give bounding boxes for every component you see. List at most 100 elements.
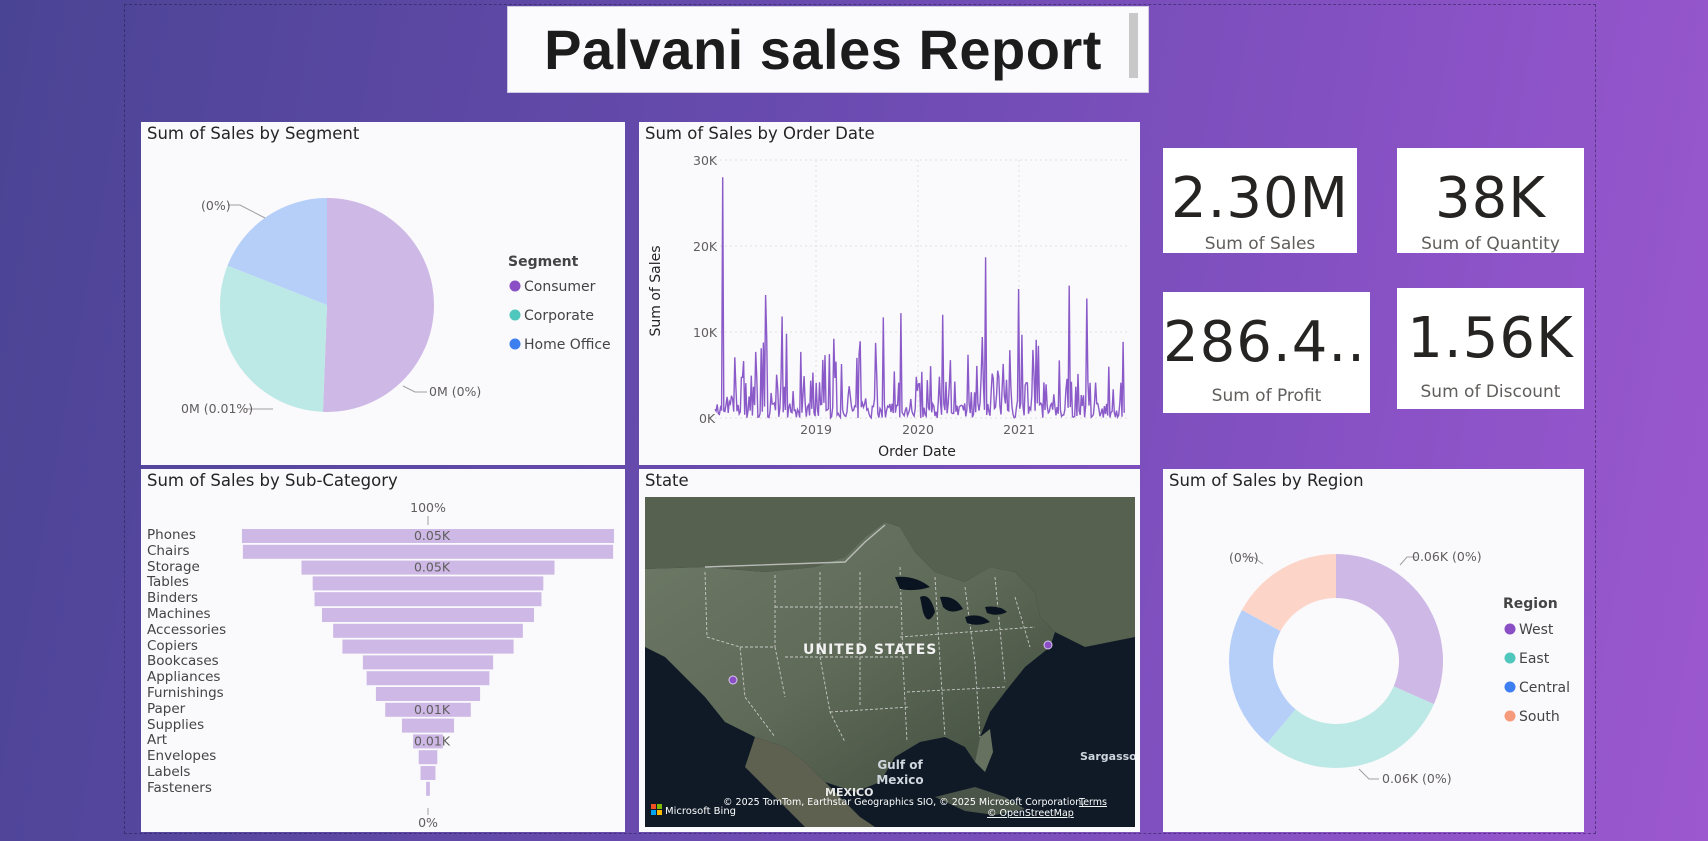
legend-label-south[interactable]: South bbox=[1519, 709, 1560, 725]
x-tick-2020: 2020 bbox=[902, 422, 934, 437]
great-lakes bbox=[895, 576, 1007, 625]
funnel-bar-label-phones: 0.05K bbox=[414, 528, 451, 543]
funnel-category-paper: Paper bbox=[147, 700, 186, 717]
segment-label-leader-2 bbox=[402, 385, 427, 393]
region-label-south: (0%) bbox=[1229, 550, 1259, 565]
sales-line-series[interactable] bbox=[714, 177, 1125, 420]
segment-pie-title: Sum of Sales by Segment bbox=[147, 124, 360, 143]
card-sum-of-quantity[interactable]: 38K Sum of Quantity bbox=[1397, 148, 1584, 253]
segment-slice-consumer[interactable] bbox=[322, 198, 434, 412]
funnel-category-accessories: Accessories bbox=[147, 621, 227, 638]
y-tick-20k: 20K bbox=[693, 239, 718, 254]
card-quantity-value: 38K bbox=[1435, 166, 1546, 231]
legend-dot-central bbox=[1504, 681, 1516, 693]
map-label-us: UNITED STATES bbox=[803, 642, 937, 658]
region-slice-east[interactable] bbox=[1267, 686, 1434, 768]
state-map-title: State bbox=[645, 471, 689, 490]
region-label-leader-1 bbox=[1399, 556, 1417, 566]
region-slice-south[interactable] bbox=[1241, 554, 1336, 631]
map-point-west[interactable] bbox=[728, 675, 738, 685]
legend-dot-south bbox=[1504, 710, 1516, 722]
map-terms-link[interactable]: Terms bbox=[1078, 797, 1107, 808]
funnel-bar-tables[interactable] bbox=[312, 576, 544, 591]
funnel-bar-labels[interactable] bbox=[420, 766, 436, 780]
legend-label-corporate[interactable]: Corporate bbox=[524, 308, 594, 324]
legend-label-central[interactable]: Central bbox=[1519, 680, 1570, 696]
legend-dot-consumer bbox=[509, 280, 521, 292]
legend-label-west[interactable]: West bbox=[1519, 622, 1554, 638]
y-tick-0k: 0K bbox=[699, 411, 716, 426]
map-attribution: © 2025 TomTom, Earthstar Geographics SIO… bbox=[723, 797, 1084, 808]
legend-label-home-office[interactable]: Home Office bbox=[524, 337, 611, 353]
mexico-land bbox=[745, 737, 875, 827]
subcategory-funnel-tile[interactable]: Sum of Sales by Sub-Category Phones Chair… bbox=[141, 469, 625, 832]
legend-label-east[interactable]: East bbox=[1519, 651, 1550, 667]
funnel-bar-bookcases[interactable] bbox=[362, 655, 494, 670]
x-tick-2019: 2019 bbox=[800, 422, 832, 437]
region-label-leader-3 bbox=[1243, 556, 1264, 565]
funnel-bar-paper[interactable] bbox=[385, 702, 471, 717]
funnel-category-envelopes: Envelopes bbox=[147, 748, 217, 765]
map-canvas[interactable]: UNITED STATES MEXICO Gulf of Mexico Sarg… bbox=[645, 497, 1135, 827]
funnel-bar-furnishings[interactable] bbox=[375, 687, 481, 701]
region-donut-svg: 0.06K (0%) 0.06K (0%) (0%) Region West E… bbox=[1229, 549, 1570, 786]
funnel-bar-storage[interactable] bbox=[301, 560, 555, 575]
segment-label-consumer: 0M (0%) bbox=[429, 384, 481, 399]
funnel-bar-binders[interactable] bbox=[314, 592, 542, 607]
order-date-line-tile[interactable]: Sum of Sales by Order Date 30K 20K 10K 0… bbox=[639, 122, 1140, 465]
map-osm-link[interactable]: © OpenStreetMap bbox=[987, 808, 1074, 819]
funnel-category-phones: Phones bbox=[147, 527, 196, 543]
card-discount-label: Sum of Discount bbox=[1420, 382, 1561, 402]
funnel-bar-phones[interactable] bbox=[242, 529, 614, 543]
funnel-bar-copiers[interactable] bbox=[342, 639, 514, 654]
funnel-category-tables: Tables bbox=[147, 574, 189, 591]
map-label-gulf-1: Gulf of bbox=[877, 758, 923, 772]
segment-label-leader-1 bbox=[228, 204, 266, 219]
funnel-category-art: Art bbox=[147, 732, 168, 749]
legend-dot-west bbox=[1504, 623, 1516, 635]
legend-label-consumer[interactable]: Consumer bbox=[524, 279, 596, 295]
report-title-box[interactable]: Palvani sales Report bbox=[507, 6, 1149, 93]
segment-legend-title: Segment bbox=[508, 254, 579, 270]
region-label-leader-2 bbox=[1358, 768, 1379, 780]
region-slice-central[interactable] bbox=[1229, 610, 1296, 744]
text-cursor bbox=[1129, 13, 1138, 78]
region-label-east: 0.06K (0%) bbox=[1382, 771, 1452, 786]
funnel-bar-envelopes[interactable] bbox=[418, 750, 438, 765]
subcategory-funnel-svg: 100% 0.05K 0.05K 0.01K 0.01K 0% bbox=[242, 500, 614, 830]
card-quantity-label: Sum of Quantity bbox=[1421, 234, 1560, 253]
region-donut-title: Sum of Sales by Region bbox=[1169, 471, 1364, 490]
card-sum-of-discount[interactable]: 1.56K Sum of Discount bbox=[1397, 288, 1584, 409]
funnel-bar-chairs[interactable] bbox=[242, 544, 614, 559]
funnel-bar-machines[interactable] bbox=[321, 608, 535, 622]
state-borders bbox=[704, 566, 1036, 743]
state-map-tile[interactable]: State bbox=[639, 469, 1140, 832]
funnel-bar-art[interactable] bbox=[413, 734, 443, 749]
card-sum-of-profit[interactable]: 286.4... Sum of Profit bbox=[1163, 292, 1370, 413]
card-sales-label: Sum of Sales bbox=[1204, 234, 1316, 253]
funnel-bar-appliances[interactable] bbox=[366, 671, 490, 686]
funnel-category-bookcases: Bookcases bbox=[147, 653, 219, 670]
region-donut-tile[interactable]: Sum of Sales by Region 0.06K (0%) 0.06K … bbox=[1163, 469, 1584, 832]
region-label-west: 0.06K (0%) bbox=[1412, 549, 1482, 564]
funnel-bar-label-storage: 0.05K bbox=[414, 560, 451, 575]
bing-logo: Microsoft Bing bbox=[651, 804, 736, 817]
funnel-category-fasteners: Fasteners bbox=[147, 779, 212, 796]
legend-dot-corporate bbox=[509, 309, 521, 321]
segment-slice-home-office[interactable] bbox=[227, 198, 327, 305]
funnel-category-supplies: Supplies bbox=[147, 716, 205, 733]
region-slice-west[interactable] bbox=[1336, 554, 1443, 705]
bing-label: Microsoft Bing bbox=[665, 806, 736, 817]
order-date-line-title: Sum of Sales by Order Date bbox=[645, 124, 875, 143]
segment-pie-tile[interactable]: Sum of Sales by Segment (0%) 0M (0%) 0M … bbox=[141, 122, 625, 465]
funnel-bar-accessories[interactable] bbox=[333, 623, 523, 638]
funnel-bar-label-paper: 0.01K bbox=[414, 702, 451, 717]
funnel-bar-fasteners[interactable] bbox=[426, 781, 430, 796]
legend-dot-home-office bbox=[509, 338, 521, 350]
segment-slice-corporate[interactable] bbox=[220, 265, 327, 412]
segment-pie-svg: (0%) 0M (0%) 0M (0.01%) Segment Consumer… bbox=[181, 198, 611, 416]
funnel-bar-supplies[interactable] bbox=[401, 718, 455, 733]
map-point-east[interactable] bbox=[1043, 640, 1053, 650]
funnel-category-chairs: Chairs bbox=[147, 542, 190, 559]
card-sum-of-sales[interactable]: 2.30M Sum of Sales bbox=[1163, 148, 1357, 253]
